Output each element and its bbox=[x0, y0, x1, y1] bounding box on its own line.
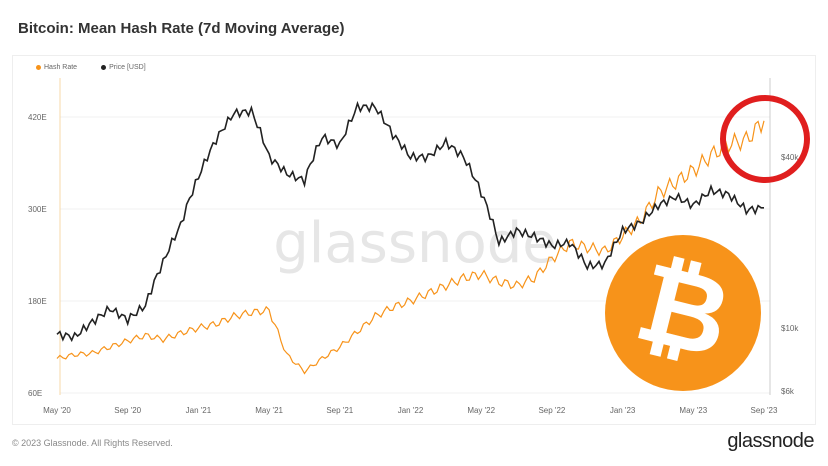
chart-title: Bitcoin: Mean Hash Rate (7d Moving Avera… bbox=[18, 20, 345, 37]
x-tick-label: Jan '22 bbox=[398, 406, 424, 415]
y-tick-label: 300E bbox=[28, 205, 47, 214]
legend-item-hash-rate[interactable]: Hash Rate bbox=[36, 64, 77, 71]
legend-dot-icon bbox=[101, 64, 107, 70]
x-tick-label: Jan '23 bbox=[610, 406, 636, 415]
chart-frame bbox=[12, 55, 816, 425]
x-tick-label: Sep '21 bbox=[326, 406, 353, 415]
legend-label: Price [USD] bbox=[109, 64, 146, 71]
y2-tick-label: $6k bbox=[781, 387, 795, 396]
y-tick-label: 420E bbox=[28, 113, 47, 122]
x-tick-label: May '20 bbox=[43, 406, 71, 415]
x-tick-label: Jan '21 bbox=[186, 406, 212, 415]
watermark: glassnode bbox=[273, 211, 557, 276]
y2-tick-label: $40k bbox=[781, 153, 799, 162]
x-tick-label: Sep '23 bbox=[751, 406, 778, 415]
y2-tick-label: $10k bbox=[781, 324, 799, 333]
x-tick-label: May '23 bbox=[679, 406, 707, 415]
x-tick-label: May '21 bbox=[255, 406, 283, 415]
legend: Hash Rate Price [USD] bbox=[36, 64, 146, 71]
x-tick-label: Sep '22 bbox=[538, 406, 565, 415]
y-tick-label: 180E bbox=[28, 297, 47, 306]
brand-logo: glassnode bbox=[727, 430, 814, 452]
hash-rate-line bbox=[56, 120, 765, 375]
bitcoin-logo-icon bbox=[605, 235, 761, 391]
legend-label: Hash Rate bbox=[44, 64, 78, 71]
price-line bbox=[56, 100, 764, 343]
x-tick-label: Sep '20 bbox=[114, 406, 141, 415]
legend-item-price[interactable]: Price [USD] bbox=[101, 64, 146, 71]
legend-dot-icon bbox=[36, 64, 41, 70]
highlight-circle bbox=[720, 95, 810, 183]
y-tick-label: 60E bbox=[28, 389, 42, 398]
copyright: © 2023 Glassnode. All Rights Reserved. bbox=[12, 438, 173, 448]
x-tick-label: May '22 bbox=[467, 406, 495, 415]
